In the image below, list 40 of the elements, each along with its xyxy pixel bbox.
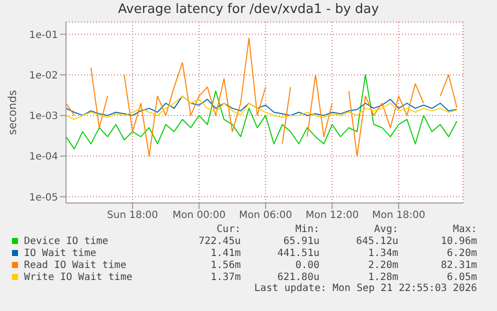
line-series [66,96,458,120]
text: Last update: Mon Sep 21 22:55:03 2026 [253,283,477,294]
y-tick-label: 1e-03 [29,111,58,122]
text: 82.31m [440,260,477,270]
legend-label: Device IO time [24,236,108,246]
x-tick-label: Sun 18:00 [107,210,158,222]
y-tick-label: 1e-04 [29,152,58,163]
text: 1.37m [210,272,241,282]
text: Cur: [216,224,241,235]
text: 722.45u [198,236,241,246]
text: 65.91u [282,236,320,246]
line-series [66,96,458,116]
text: 645.12u [355,236,398,246]
text: 2.20m [367,260,398,270]
x-tick-label: Mon 12:00 [306,210,359,222]
text: 1.56m [210,260,241,270]
y-axis-title: seconds [6,90,19,135]
x-tick-label: Mon 18:00 [372,210,426,222]
y-tick-label: 1e-05 [29,192,58,204]
text: 1.28m [367,272,398,282]
chart-title: Average latency for /dev/xvda1 - by day [117,2,380,17]
text: Min: [294,224,320,235]
text: 6.20m [446,248,477,258]
text: Max: [452,224,477,235]
line-series [66,74,458,150]
y-tick-label: 1e-02 [29,70,58,82]
legend-label: Write IO Wait time [24,272,132,282]
y-tick-label: 1e-01 [29,30,58,41]
legend-label: Read IO Wait time [24,260,126,270]
legend-label: IO Wait time [24,248,96,258]
x-tick-label: Mon 00:00 [172,210,226,222]
text: 6.05m [446,272,477,282]
text: 10.96m [440,236,477,246]
text: 621.80u [276,272,320,282]
text: 0.00 [294,260,320,270]
text: 1.41m [210,248,241,258]
text: 441.51u [276,248,320,258]
x-tick-label: Mon 06:00 [239,210,292,222]
text: 1.34m [367,248,398,258]
text: Avg: [373,224,398,235]
